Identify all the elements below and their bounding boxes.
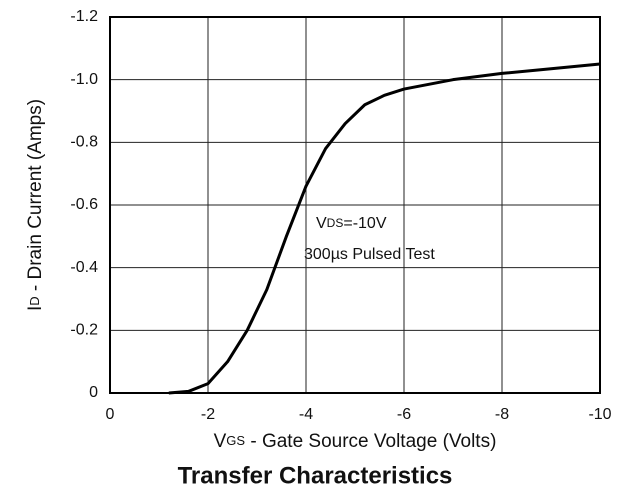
y-tick-label: -0.4: [70, 259, 98, 276]
annotation: VDS=-10V: [316, 215, 387, 232]
y-tick-label: -1.2: [70, 8, 98, 25]
y-tick-label: -0.8: [70, 134, 98, 151]
x-tick-label: -10: [588, 406, 611, 423]
x-tick-label: -2: [201, 406, 215, 423]
annotation: 300µs Pulsed Test: [304, 246, 435, 263]
y-tick-label: 0: [89, 384, 98, 401]
y-tick-label: -0.2: [70, 322, 98, 339]
y-tick-label: -1.0: [70, 71, 98, 88]
x-tick-label: -6: [397, 406, 411, 423]
plot-frame: [109, 16, 601, 394]
x-tick-label: -8: [495, 406, 509, 423]
chart-title: Transfer Characteristics: [178, 462, 453, 489]
x-tick-label: -4: [299, 406, 313, 423]
y-axis-label: ID - Drain Current (Amps): [25, 99, 46, 311]
x-tick-label: 0: [106, 406, 115, 423]
data-line: [168, 62, 601, 395]
y-tick-label: -0.6: [70, 196, 98, 213]
x-axis-label: VGS - Gate Source Voltage (Volts): [214, 431, 497, 452]
